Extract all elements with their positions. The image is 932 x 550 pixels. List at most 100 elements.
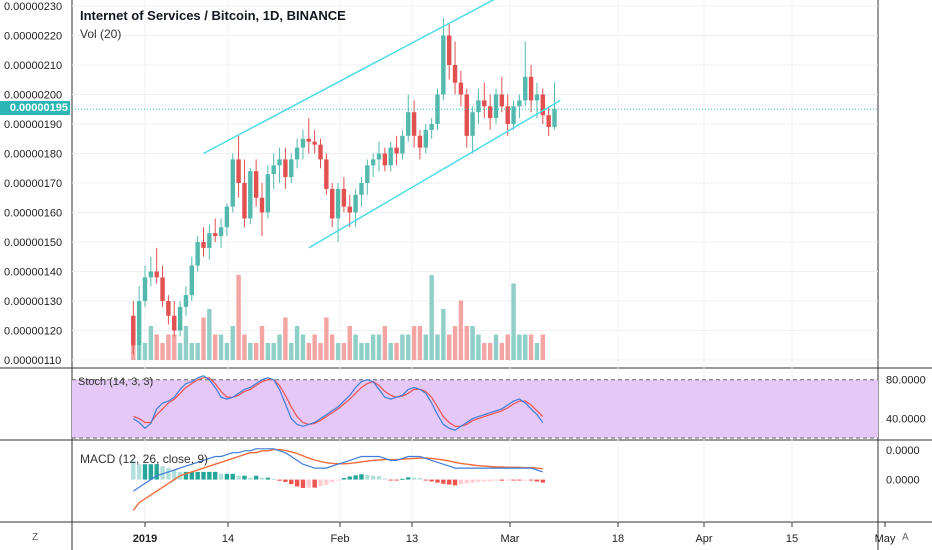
volume-bar	[154, 334, 159, 360]
candle-body	[394, 147, 399, 154]
candle-body	[493, 94, 499, 119]
macd-histogram-bar	[160, 466, 165, 480]
macd-histogram-bar	[335, 479, 341, 481]
macd-histogram-bar	[370, 475, 376, 480]
macd-histogram-bar	[330, 479, 335, 483]
volume-bar	[493, 334, 499, 360]
macd-histogram-bar	[201, 471, 206, 480]
macd-histogram-bar	[131, 460, 136, 480]
candle-body	[324, 159, 329, 189]
stoch-label: Stoch (14, 3, 3)	[78, 376, 154, 388]
current-price-badge: 0.00000195	[0, 101, 70, 115]
candle-body	[277, 159, 282, 166]
macd-histogram-bar	[499, 479, 505, 481]
volume-bar	[259, 326, 265, 360]
candle-body	[470, 112, 475, 136]
candle-body	[142, 277, 148, 301]
macd-histogram-bar	[464, 479, 469, 484]
candle-body	[136, 301, 142, 346]
macd-histogram-bar	[540, 479, 545, 483]
volume-bar	[201, 317, 206, 360]
macd-histogram-bar	[511, 479, 516, 481]
time-axis[interactable]: 2019 14 Feb 13 Mar 18 Apr 15 May	[133, 522, 896, 545]
candle-body	[406, 112, 411, 136]
candle-body	[312, 141, 317, 145]
candle-body	[552, 109, 557, 127]
volume-bar	[534, 343, 540, 360]
macd-histogram-bar	[452, 479, 458, 486]
volume-bar	[406, 334, 411, 360]
macd-histogram-bar	[195, 471, 200, 480]
volume-bar	[166, 334, 171, 360]
price-axis[interactable]: 0.00000230 0.00000220 0.00000210 0.00000200…	[4, 1, 926, 487]
time-tick-label: 18	[612, 533, 624, 545]
macd-histogram-bar	[318, 479, 323, 487]
macd-label: MACD (12, 26, close, 9)	[80, 452, 209, 466]
macd-histogram-bar	[277, 479, 282, 481]
volume-bar	[177, 343, 183, 360]
volume-bar	[435, 334, 440, 360]
time-tick-label: Mar	[501, 533, 520, 545]
candlesticks	[72, 17, 878, 360]
volume-bar	[429, 275, 434, 360]
macd-histogram-bar	[148, 464, 154, 480]
volume-bar	[423, 334, 428, 360]
candle-body	[131, 315, 136, 346]
candle-body	[201, 242, 206, 248]
macd-histogram-bar	[259, 477, 265, 480]
volume-bar	[359, 343, 364, 360]
macd-histogram-bar	[382, 478, 388, 480]
volume-bar	[505, 334, 510, 360]
macd-histogram-bar	[283, 479, 288, 482]
candle-body	[452, 65, 458, 83]
price-tick-label: 0.00000180	[4, 149, 62, 161]
candle-body	[236, 159, 241, 183]
volume-bar	[487, 343, 493, 360]
volume-bar	[476, 334, 481, 360]
volume-bar	[528, 334, 534, 360]
macd-histogram-bar	[394, 479, 399, 481]
candle-body	[230, 159, 235, 207]
volume-bar	[470, 326, 475, 360]
time-tick-label: Apr	[695, 533, 712, 545]
volume-bar	[294, 326, 300, 360]
price-tick-label: 0.00000170	[4, 178, 62, 190]
macd-histogram-bar	[242, 475, 247, 480]
candle-body	[154, 271, 159, 278]
macd-histogram-bar	[189, 471, 194, 480]
volume-bar	[482, 343, 487, 360]
volume-bar	[388, 343, 393, 360]
macd-tick-label: 0.0000	[886, 475, 920, 487]
time-tick-label: 13	[406, 533, 418, 545]
volume-bar	[242, 334, 247, 360]
volume-bar	[248, 343, 253, 360]
macd-tick-label: 0.0000	[886, 445, 920, 457]
macd-histogram-bar	[458, 479, 464, 485]
candle-body	[195, 242, 200, 266]
volume-bar	[464, 326, 469, 360]
price-tick-label: 0.00000220	[4, 31, 62, 43]
candle-body	[370, 159, 376, 166]
main-panel-bg	[72, 0, 878, 368]
zoom-corner-left[interactable]: Z	[32, 532, 39, 543]
macd-histogram-bar	[388, 479, 393, 481]
macd-histogram-bar	[265, 477, 271, 480]
candle-body	[546, 115, 551, 127]
volume-bar	[300, 334, 306, 360]
volume-bar	[394, 343, 399, 360]
volume-bar	[370, 334, 376, 360]
time-tick-label: 15	[786, 533, 798, 545]
volume-bar	[213, 334, 218, 360]
stoch-tick-label: 40.0000	[886, 414, 926, 426]
candle-body	[294, 147, 300, 160]
macd-histogram-bar	[172, 469, 177, 480]
macd-histogram-bar	[300, 479, 306, 489]
macd-histogram-bar	[213, 471, 218, 480]
auto-scale-corner[interactable]: A	[902, 532, 909, 543]
macd-histogram-bar	[470, 479, 475, 483]
candle-body	[365, 165, 370, 183]
trend-channel[interactable]	[203, 0, 561, 249]
macd-histogram-bar	[324, 479, 329, 485]
macd-panel	[131, 448, 545, 511]
